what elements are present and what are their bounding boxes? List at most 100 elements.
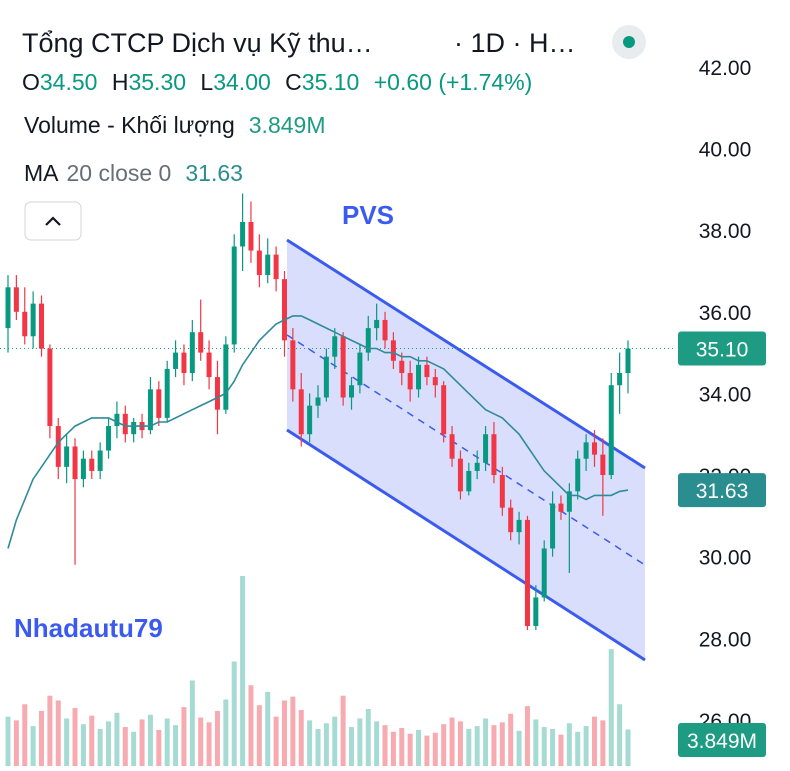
- annotation: PVS: [342, 200, 394, 230]
- candle-body: [290, 340, 296, 390]
- candle-body: [541, 548, 547, 598]
- volume-bar: [508, 713, 514, 766]
- candle-body: [122, 413, 128, 435]
- ma-line: [7, 315, 629, 549]
- candle-body: [30, 303, 36, 337]
- candle-body: [617, 373, 623, 386]
- volume-bar: [139, 719, 145, 766]
- candle-body: [72, 446, 78, 480]
- volume-bar: [164, 718, 170, 766]
- candle-body: [173, 352, 179, 369]
- volume-bar: [248, 685, 254, 766]
- collapse-button[interactable]: [24, 201, 82, 241]
- candle-body: [114, 413, 120, 427]
- candle-body: [64, 446, 70, 467]
- volume-bar: [591, 716, 597, 766]
- candle-body: [483, 434, 489, 463]
- volume-bar: [22, 704, 28, 766]
- candle-body: [256, 250, 262, 276]
- candle-body: [558, 503, 564, 512]
- volume-bar: [541, 727, 547, 766]
- candle-body: [499, 475, 505, 508]
- legend-key: H: [112, 69, 129, 95]
- volume-bar: [181, 707, 187, 766]
- volume-bar: [231, 661, 237, 766]
- price-label: 3.849M: [687, 730, 757, 753]
- volume-bar: [558, 734, 564, 766]
- candle-body: [181, 352, 187, 374]
- volume-bar: [39, 710, 45, 766]
- candle-body: [399, 360, 405, 374]
- legend-change: +0.60 (+1.74%): [374, 69, 533, 95]
- volume-bar: [441, 724, 447, 766]
- volume-bar: [214, 710, 220, 766]
- volume-bar: [524, 706, 530, 766]
- candle-body: [273, 254, 279, 280]
- legend-key: C: [285, 69, 302, 95]
- volume-bar: [449, 717, 455, 766]
- volume-bar: [273, 716, 279, 766]
- candle-body: [307, 405, 313, 435]
- candle-body: [55, 426, 61, 467]
- candle-body: [349, 385, 355, 398]
- candle-body: [575, 458, 581, 492]
- candle-body: [390, 340, 396, 361]
- candle-body: [365, 328, 371, 353]
- candle-body: [357, 352, 363, 386]
- price-axis: 26.0028.0030.0032.0034.0036.0038.0040.00…: [699, 57, 752, 733]
- volume-bar: [72, 708, 78, 766]
- candle-body: [340, 336, 346, 398]
- volume-bar: [131, 731, 137, 766]
- candle-body: [131, 421, 137, 435]
- legend-name: Volume - Khối lượng: [24, 112, 235, 138]
- candle-body: [97, 450, 103, 471]
- collapse-icon: [45, 216, 61, 226]
- candle-body: [5, 287, 11, 329]
- legend-name: MA: [24, 160, 59, 186]
- candle-body: [231, 246, 237, 345]
- symbol-title: Tổng CTCP Dịch vụ Kỹ thu…: [22, 28, 373, 58]
- candle-body: [591, 442, 597, 455]
- y-tick-label: 38.00: [699, 220, 752, 243]
- volume-bar: [223, 699, 229, 766]
- volume-bar: [256, 705, 262, 766]
- candle-body: [198, 332, 204, 353]
- volume-bar: [483, 718, 489, 766]
- candle-body: [106, 426, 112, 451]
- candle-body: [416, 364, 422, 390]
- candle-body: [315, 397, 321, 406]
- volume-bar: [290, 696, 296, 766]
- volume-bar: [399, 728, 405, 766]
- y-tick-label: 30.00: [699, 547, 752, 570]
- volume-bar: [122, 727, 128, 766]
- legend-value: 35.30: [128, 69, 186, 95]
- candle-body: [189, 332, 195, 374]
- volume-bar: [147, 714, 153, 766]
- candle-body: [508, 507, 514, 533]
- volume-bar: [516, 730, 522, 766]
- y-tick-label: 36.00: [699, 302, 752, 325]
- volume-bar: [390, 731, 396, 766]
- legend-value: 3.849M: [249, 112, 326, 138]
- volume-bar: [89, 715, 95, 766]
- volume-bar: [64, 718, 70, 766]
- price-labels: 35.10 31.63 3.849M: [678, 331, 766, 757]
- y-tick-label: 40.00: [699, 139, 752, 162]
- volume-bar: [198, 717, 204, 766]
- volume-bar: [357, 718, 363, 766]
- candle-body: [47, 348, 53, 427]
- candle-body: [298, 389, 304, 435]
- volume-bar: [281, 700, 287, 766]
- candle-body: [466, 470, 472, 492]
- candle-body: [382, 319, 388, 341]
- candle-body: [156, 389, 162, 418]
- y-tick-label: 42.00: [699, 57, 752, 80]
- volume-layer: [5, 576, 631, 766]
- volume-bar: [315, 728, 321, 766]
- candle-body: [583, 442, 589, 459]
- volume-legend: Volume - Khối lượng 3.849M: [24, 112, 325, 138]
- volume-bar: [298, 709, 304, 766]
- candle-body: [265, 254, 271, 276]
- price-label-box: [678, 473, 766, 508]
